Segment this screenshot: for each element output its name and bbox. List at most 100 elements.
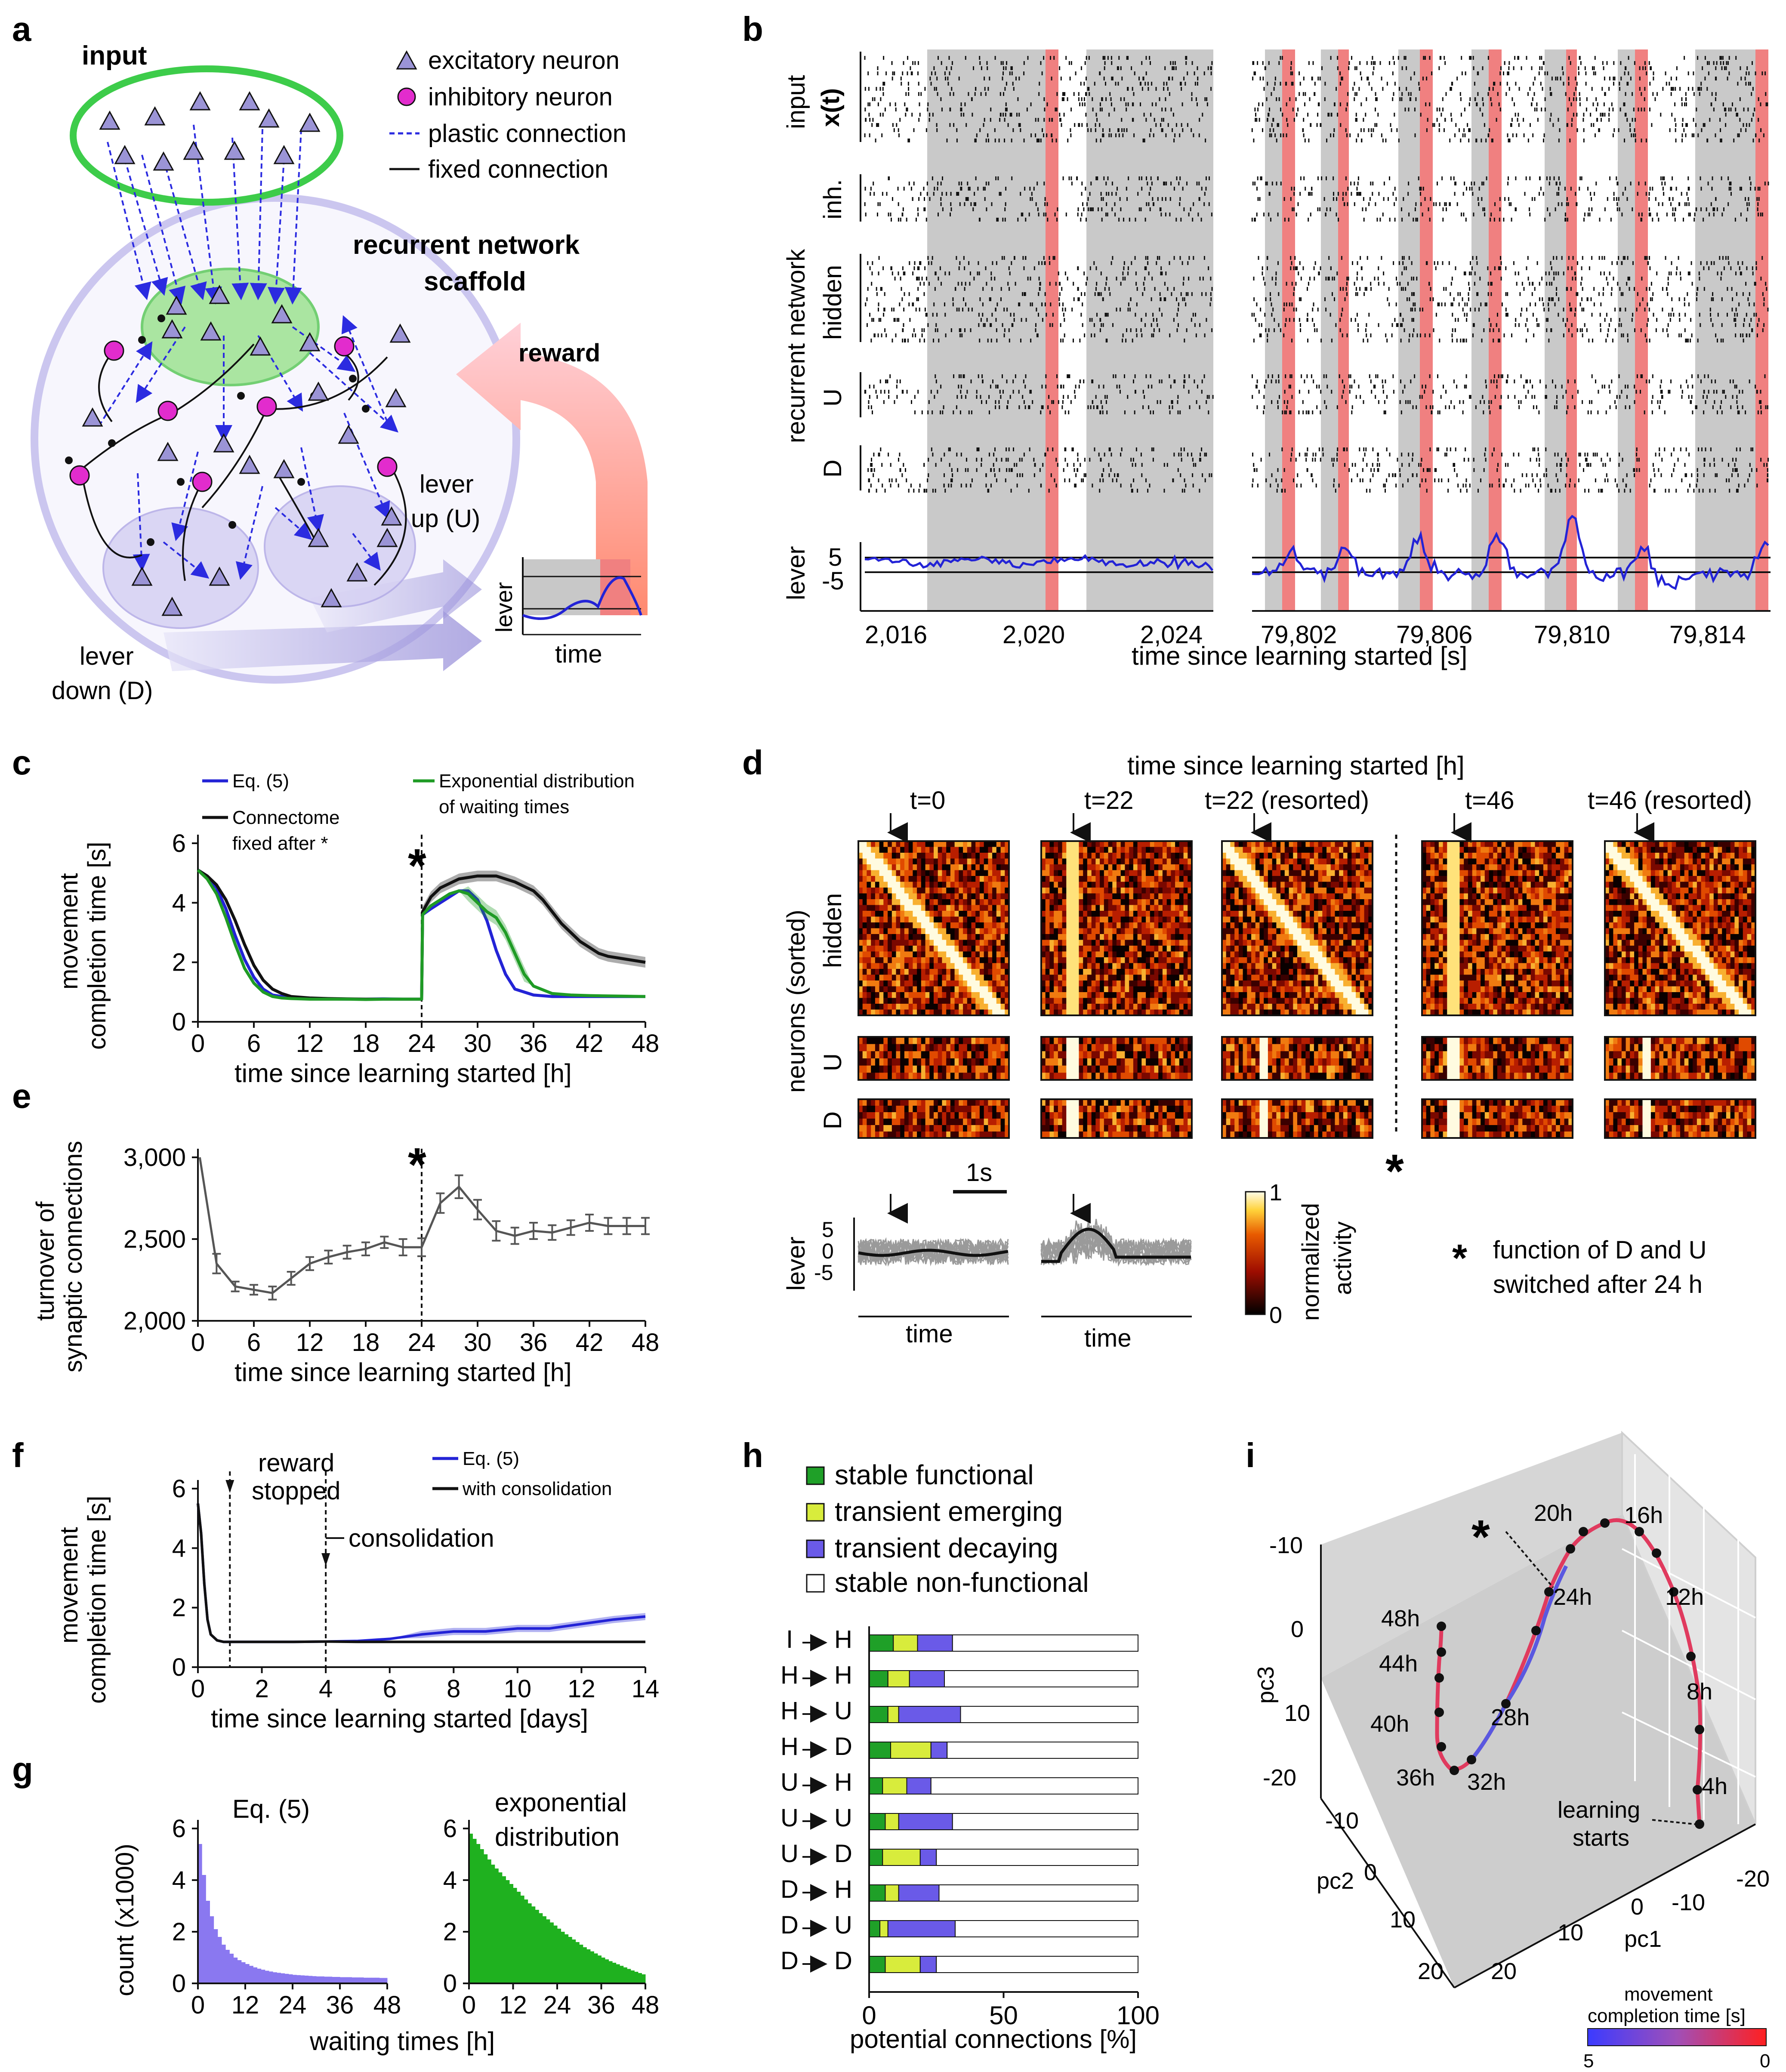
heatmap-cell: [1339, 952, 1343, 958]
heatmap-cell: [1297, 1099, 1302, 1106]
heatmap-cell: [984, 934, 988, 940]
heatmap-cell: [1226, 946, 1231, 952]
scaffold-label: scaffold: [424, 267, 526, 296]
heatmap-cell: [1356, 1125, 1360, 1132]
heatmap: [1041, 841, 1192, 1016]
heatmap-cell: [1268, 1004, 1272, 1010]
heatmap-cell: [1133, 882, 1138, 888]
heatmap-cell: [1046, 841, 1050, 847]
heatmap-cell: [1314, 1066, 1318, 1073]
heatmap-cell: [1314, 864, 1318, 870]
heatmap-cell: [1100, 899, 1104, 905]
heatmap-cell: [904, 998, 909, 1004]
heatmap-cell: [925, 911, 930, 917]
heatmap-cell: [863, 969, 867, 975]
heatmap-cell: [879, 841, 884, 847]
heatmap-cell: [946, 1099, 950, 1106]
heatmap-cell: [1251, 922, 1255, 928]
heatmap-cell: [892, 859, 896, 865]
heatmap-cell: [1364, 922, 1369, 928]
heatmap-cell: [1163, 1058, 1167, 1066]
heatmap-cell: [946, 1106, 950, 1113]
heatmap-cell: [972, 1051, 976, 1058]
heatmap-cell: [984, 853, 988, 859]
heatmap-cell: [1285, 922, 1289, 928]
heatmap-cell: [1335, 882, 1339, 888]
heatmap-cell: [1066, 859, 1070, 865]
heatmap-cell: [975, 882, 980, 888]
heatmap-cell: [1095, 1044, 1100, 1051]
heatmap-cell: [1322, 969, 1326, 975]
heatmap-cell: [1079, 882, 1083, 888]
heatmap-cell: [888, 882, 892, 888]
heatmap-cell: [1179, 859, 1184, 865]
heatmap-cell: [892, 922, 896, 928]
heatmap-cell: [1184, 963, 1188, 969]
d-col-t0: t=0: [910, 786, 945, 814]
heatmap-cell: [879, 1119, 884, 1125]
heatmap-cell: [1058, 998, 1062, 1004]
heatmap-cell: [1339, 911, 1343, 917]
heatmap-cell: [1138, 847, 1142, 853]
heatmap-cell: [946, 952, 950, 958]
heatmap-cell: [1092, 1044, 1096, 1051]
heatmap-cell: [867, 1099, 871, 1106]
heatmap-cell: [1364, 969, 1369, 975]
heatmap-cell: [1230, 894, 1234, 900]
heatmap-cell: [1293, 853, 1297, 859]
heatmap-cell: [1179, 1004, 1184, 1010]
heatmap-cell: [980, 847, 984, 853]
heatmap-cell: [975, 1112, 980, 1119]
heatmap-cell: [1184, 1004, 1188, 1010]
heatmap-cell: [921, 969, 925, 975]
heatmap-cell: [1066, 1125, 1070, 1132]
heatmap-cell: [1083, 905, 1087, 911]
heatmap-cell: [871, 952, 875, 958]
heatmap-cell: [1331, 864, 1335, 870]
legend-plastic: plastic connection: [428, 120, 626, 148]
heatmap-cell: [1062, 911, 1067, 917]
heatmap-cell: [1247, 928, 1251, 934]
heatmap-cell: [972, 987, 976, 993]
heatmap-cell: [1129, 952, 1133, 958]
heatmap-cell: [1083, 1051, 1087, 1058]
heatmap-cell: [1285, 899, 1289, 905]
heatmap-cell: [1276, 1037, 1280, 1044]
heatmap-cell: [1251, 1099, 1255, 1106]
heatmap-cell: [1255, 841, 1260, 847]
heatmap-cell: [904, 940, 909, 946]
heatmap-cell: [1343, 905, 1348, 911]
heatmap-cell: [1171, 859, 1175, 865]
heatmap-cell: [1070, 841, 1075, 847]
heatmap-cell: [1305, 1106, 1310, 1113]
heatmap-cell: [1150, 975, 1154, 981]
heatmap-cell: [875, 998, 879, 1004]
heatmap-cell: [1322, 1125, 1326, 1132]
heatmap-cell: [1058, 963, 1062, 969]
heatmap-cell: [1154, 1106, 1159, 1113]
heatmap-cell: [1112, 980, 1117, 987]
panel-label-h: h: [742, 1436, 763, 1474]
heatmap-cell: [1331, 894, 1335, 900]
heatmap-cell: [1239, 934, 1243, 940]
heatmap-cell: [1121, 1004, 1125, 1010]
heatmap-cell: [1239, 894, 1243, 900]
heatmap-cell: [1083, 859, 1087, 865]
heatmap-cell: [1335, 992, 1339, 998]
heatmap-cell: [1343, 1051, 1348, 1058]
heatmap-cell: [934, 1119, 938, 1125]
heatmap-cell: [1075, 922, 1079, 928]
heatmap-cell: [888, 888, 892, 894]
trial-shade: [927, 49, 1046, 611]
heatmap-cell: [1260, 1106, 1264, 1113]
heatmap-cell: [917, 975, 921, 981]
heatmap-cell: [871, 911, 875, 917]
heatmap-cell: [1171, 946, 1175, 952]
heatmap-cell: [1146, 1099, 1150, 1106]
heatmap-cell: [1083, 888, 1087, 894]
heatmap-cell: [967, 1066, 972, 1073]
heatmap-cell: [1112, 998, 1117, 1004]
heatmap-cell: [1062, 1066, 1067, 1073]
heatmap-cell: [1318, 876, 1323, 882]
heatmap-cell: [938, 847, 942, 853]
